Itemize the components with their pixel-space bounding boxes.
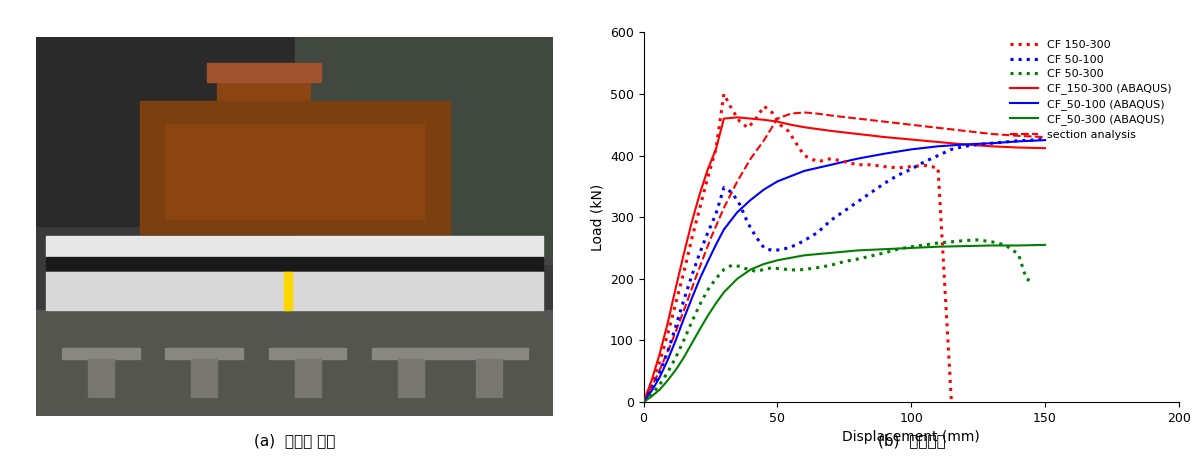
Bar	[47, 257, 543, 270]
Bar	[295, 359, 320, 397]
Bar	[207, 63, 320, 82]
Bar	[140, 101, 450, 234]
Bar	[191, 359, 218, 397]
Bar	[36, 310, 553, 416]
Bar	[47, 236, 543, 257]
Text: (a)  휨실험 수행: (a) 휨실험 수행	[254, 433, 336, 448]
Y-axis label: Load (kN): Load (kN)	[591, 183, 604, 251]
Legend: CF 150-300, CF 50-100, CF 50-300, CF_150-300 (ABAQUS), CF_50-100 (ABAQUS), CF_50: CF 150-300, CF 50-100, CF 50-300, CF_150…	[1006, 36, 1175, 144]
Bar	[88, 359, 113, 397]
Bar	[166, 347, 243, 359]
Bar	[47, 272, 543, 310]
Bar	[63, 347, 140, 359]
Bar	[36, 37, 553, 226]
X-axis label: Displacement (mm): Displacement (mm)	[842, 430, 980, 444]
Bar	[398, 359, 425, 397]
Text: (b)  실험결과: (b) 실험결과	[878, 433, 946, 448]
Bar	[295, 37, 553, 264]
Bar	[284, 272, 292, 310]
Bar	[450, 347, 527, 359]
Bar	[166, 124, 425, 219]
Bar	[476, 359, 502, 397]
Bar	[373, 347, 450, 359]
Bar	[269, 347, 346, 359]
Bar	[218, 75, 310, 170]
